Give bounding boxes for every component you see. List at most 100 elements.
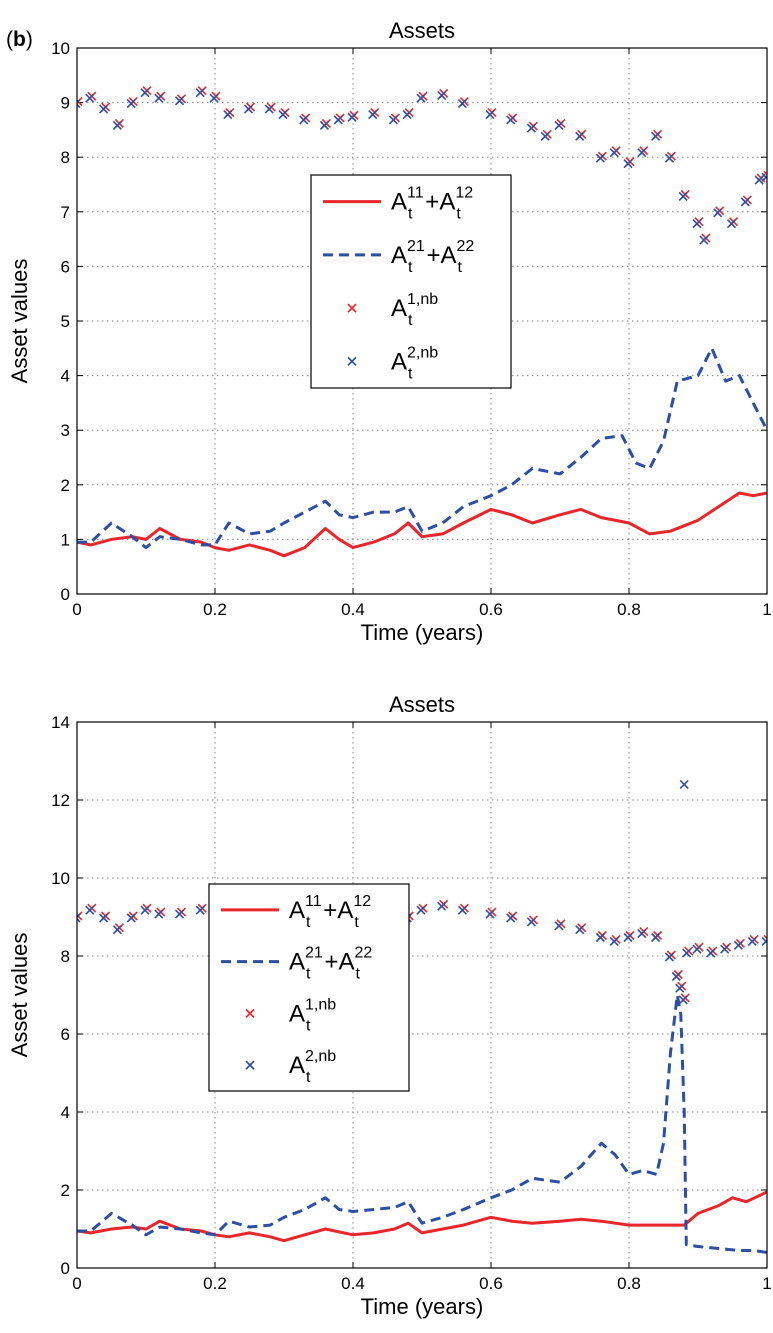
plot-area: [77, 779, 767, 1254]
marker-series-2-nb: [333, 115, 343, 125]
x-tick-label: 0: [72, 1274, 81, 1293]
marker-series-2-nb: [85, 905, 95, 915]
marker-series-2-nb: [740, 197, 750, 207]
legend-subscript: t: [354, 914, 359, 931]
marker-series-2-nb: [402, 109, 412, 120]
legend-subscript: t: [456, 206, 461, 223]
y-tick-label: 7: [61, 203, 70, 222]
y-tick-label: 0: [61, 1259, 70, 1278]
legend-entry-label: A1,nb: [391, 291, 438, 322]
marker-series-2-nb: [761, 936, 767, 946]
y-tick-label: 2: [61, 1181, 70, 1200]
y-tick-label: 6: [61, 257, 70, 276]
y-axis-label: Asset values: [7, 933, 32, 1058]
x-tick-label: 0.8: [617, 1274, 641, 1293]
legend-subscript: t: [458, 259, 463, 276]
marker-series-2-nb: [575, 925, 585, 935]
y-tick-label: 10: [51, 39, 70, 58]
marker-series-2-nb: [368, 109, 378, 120]
y-tick-label: 1: [61, 530, 70, 549]
marker-series-2-nb: [195, 905, 205, 915]
legend-box: [208, 883, 410, 1092]
marker-series-2-nb: [733, 940, 743, 950]
x-tick-label: 0: [72, 600, 81, 619]
marker-series-2-nb: [347, 112, 357, 122]
x-axis-label: Time (years): [361, 1294, 484, 1319]
legend-entry-label: A1,nb: [289, 996, 336, 1027]
marker-series-2-nb: [209, 93, 219, 103]
chart-title: Assets: [389, 692, 455, 717]
y-tick-label: 10: [51, 869, 70, 888]
marker-series-2-nb: [713, 208, 723, 218]
marker-series-2-nb: [664, 952, 674, 962]
marker-series-2-nb: [299, 115, 309, 125]
marker-series-2-nb: [416, 905, 426, 915]
marker-series-2-nb: [485, 109, 495, 120]
y-tick-label: 8: [61, 947, 70, 966]
legend-entry-label: A11 +A12: [391, 185, 473, 216]
marker-series-2-nb: [264, 104, 274, 114]
axes-frame: [76, 47, 768, 595]
y-tick-label: 4: [61, 1103, 70, 1122]
marker-series-2-nb: [623, 932, 633, 943]
x-tick-label: 0.6: [479, 1274, 503, 1293]
x-axis-label: Time (years): [361, 620, 484, 645]
marker-series-2-nb: [174, 909, 185, 919]
marker-series-2-nb: [126, 99, 136, 109]
marker-series-2-nb: [554, 120, 564, 131]
marker-series-2-nb: [526, 123, 536, 133]
marker-series-2-nb: [554, 921, 564, 931]
marker-series-2-nb: [457, 99, 467, 109]
marker-series-2-nb: [437, 90, 447, 100]
legend-subscript: t: [306, 914, 311, 931]
legend: A11 +A12 A21 +A22 A1,nb A2,nb t t t t t t: [208, 883, 410, 1092]
marker-series-2-nb: [319, 120, 329, 131]
marker-series-2-nb: [609, 148, 619, 158]
legend-marker-swatch: [347, 303, 357, 313]
y-tick-label: 9: [61, 94, 70, 113]
series-line-A21-plus-A22: [77, 993, 767, 1254]
marker-series-2-nb: [278, 109, 288, 120]
marker-series-2-nb: [595, 153, 605, 163]
x-tick-label: 0.6: [479, 600, 503, 619]
marker-series-2-nb: [747, 936, 757, 946]
marker-series-2-nb: [416, 93, 426, 103]
legend-marker-swatch: [245, 1060, 255, 1070]
y-tick-label: 0: [61, 585, 70, 604]
x-tick-label: 0.4: [341, 600, 365, 619]
marker-series-2-nb: [140, 88, 150, 98]
marker-series-2-nb: [99, 913, 109, 923]
marker-series-2-nb: [99, 104, 109, 114]
legend-subscript: t: [306, 1017, 311, 1034]
series-line-A21-plus-A22: [77, 346, 767, 550]
marker-series-2-nb: [77, 99, 81, 109]
marker-series-2-nb: [526, 917, 536, 927]
legend-subscript: t: [408, 206, 413, 223]
legend-entry-label: A21 +A22: [289, 945, 372, 976]
y-tick-label: 14: [51, 713, 70, 732]
y-tick-label: 5: [61, 312, 70, 331]
marker-series-2-nb: [692, 944, 702, 954]
x-tick-label: 1: [762, 600, 771, 619]
legend-subscript: t: [356, 966, 361, 983]
marker-series-2-nb: [174, 96, 185, 106]
y-axis-label: Asset values: [7, 259, 32, 384]
marker-series-2-nb: [682, 948, 692, 958]
marker-series-2-nb: [651, 131, 661, 141]
marker-series-2-nb: [154, 909, 164, 919]
marker-series-2-nb: [485, 909, 495, 919]
marker-series-2-nb: [754, 175, 764, 185]
marker-series-2-nb: [623, 159, 633, 169]
y-tick-label: 4: [61, 367, 70, 386]
legend-entry-label: A2,nb: [289, 1048, 336, 1079]
legend-entry-label: A11 +A12: [289, 893, 371, 924]
marker-series-2-nb: [457, 905, 467, 915]
marker-series-2-nb: [437, 901, 447, 911]
marker-series-2-nb: [637, 148, 647, 158]
plot-area: [77, 86, 767, 558]
legend-entry-label: A21 +A22: [391, 238, 474, 269]
marker-series-2-nb: [651, 932, 661, 943]
y-tick-label: 8: [61, 148, 70, 167]
